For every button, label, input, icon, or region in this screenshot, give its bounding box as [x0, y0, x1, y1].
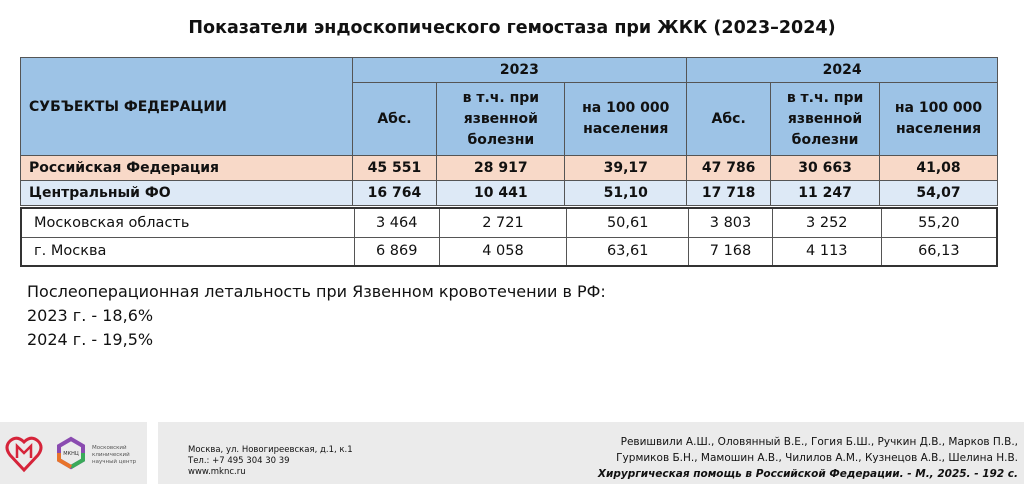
- row-label: Московская область: [20, 207, 355, 238]
- year-header: 2023: [351, 57, 688, 83]
- cell: 6 869: [353, 236, 440, 267]
- table-row: Московская область 3 464 2 721 50,61 3 803 3…: [20, 207, 998, 238]
- col-header: Абс.: [686, 82, 772, 156]
- stats-table-regions: Московская область 3 464 2 721 50,61 3 803 3…: [20, 207, 998, 267]
- row-label: г. Москва: [20, 236, 355, 267]
- footer-contacts: Москва, ул. Новогиреевская, д.1, к.1 Тел…: [188, 445, 353, 478]
- cell: 3 252: [771, 207, 882, 238]
- table-row: Российская Федерация 45 551 28 917 39,17 47…: [20, 155, 998, 181]
- table-row: г. Москва 6 869 4 058 63,61 7 168 4 113 66,13: [20, 236, 998, 267]
- authors: Ревишвили А.Ш., Оловянный В.Е., Гогия Б.…: [620, 436, 1018, 448]
- authors: Гурмиков Б.Н., Мамошин А.В., Чилилов А.М…: [616, 452, 1018, 464]
- col-header: на 100 000 населения: [564, 82, 688, 156]
- cell: 47 786: [686, 155, 772, 181]
- cell: 11 247: [770, 180, 881, 206]
- cell: 30 663: [770, 155, 881, 181]
- source: Хирургическая помощь в Российской Федера…: [597, 468, 1018, 480]
- cell: 28 917: [436, 155, 566, 181]
- phone: Тел.: +7 495 304 30 39: [188, 456, 290, 466]
- cell: 66,13: [880, 236, 998, 267]
- cell: 51,10: [564, 180, 688, 206]
- footer: Москва, ул. Новогиреевская, д.1, к.1 Тел…: [158, 422, 1024, 484]
- cell: 3 464: [353, 207, 440, 238]
- cell: 3 803: [688, 207, 773, 238]
- row-label: Центральный ФО: [20, 180, 353, 206]
- citation: Ревишвили А.Ш., Оловянный В.Е., Гогия Б.…: [598, 434, 1018, 482]
- mortality-note: Послеоперационная летальность при Язвенн…: [27, 280, 606, 352]
- page-title: Показатели эндоскопического гемостаза пр…: [188, 18, 836, 38]
- cell: 41,08: [879, 155, 998, 181]
- website-link[interactable]: www.mknc.ru: [188, 467, 246, 477]
- svg-text:МКНЦ: МКНЦ: [63, 451, 79, 457]
- cell: 50,61: [566, 207, 690, 238]
- cell: 2 721: [438, 207, 568, 238]
- cell: 4 113: [771, 236, 882, 267]
- logo-icon: МКНЦ Московский клинический научный цент…: [5, 436, 137, 473]
- subject-header: СУБЪЕКТЫ ФЕДЕРАЦИИ: [20, 57, 353, 156]
- table-row: Центральный ФО 16 764 10 441 51,10 17 718 11…: [20, 180, 998, 206]
- col-header: Абс.: [351, 82, 438, 156]
- row-label: Российская Федерация: [20, 155, 353, 181]
- note-line: 2023 г. - 18,6%: [27, 306, 154, 325]
- cell: 17 718: [686, 180, 772, 206]
- stats-table-header: СУБЪЕКТЫ ФЕДЕРАЦИИ 2023 2024 Абс. в т.ч.…: [20, 57, 998, 206]
- cell: 7 168: [688, 236, 773, 267]
- svg-text:научный центр: научный центр: [92, 458, 137, 465]
- svg-text:Московский: Московский: [92, 444, 127, 451]
- cell: 45 551: [351, 155, 438, 181]
- cell: 39,17: [564, 155, 688, 181]
- cell: 63,61: [566, 236, 690, 267]
- svg-text:клинический: клинический: [92, 451, 130, 458]
- year-header: 2024: [686, 57, 998, 83]
- cell: 10 441: [436, 180, 566, 206]
- cell: 16 764: [351, 180, 438, 206]
- note-line: Послеоперационная летальность при Язвенн…: [27, 282, 606, 301]
- cell: 54,07: [879, 180, 998, 206]
- address: Москва, ул. Новогиреевская, д.1, к.1: [188, 445, 353, 455]
- col-header: в т.ч. при язвенной болезни: [770, 82, 881, 156]
- col-header: на 100 000 населения: [879, 82, 998, 156]
- col-header: в т.ч. при язвенной болезни: [436, 82, 566, 156]
- cell: 55,20: [880, 207, 998, 238]
- footer-logo-panel: МКНЦ Московский клинический научный цент…: [0, 422, 147, 484]
- cell: 4 058: [438, 236, 568, 267]
- note-line: 2024 г. - 19,5%: [27, 330, 154, 349]
